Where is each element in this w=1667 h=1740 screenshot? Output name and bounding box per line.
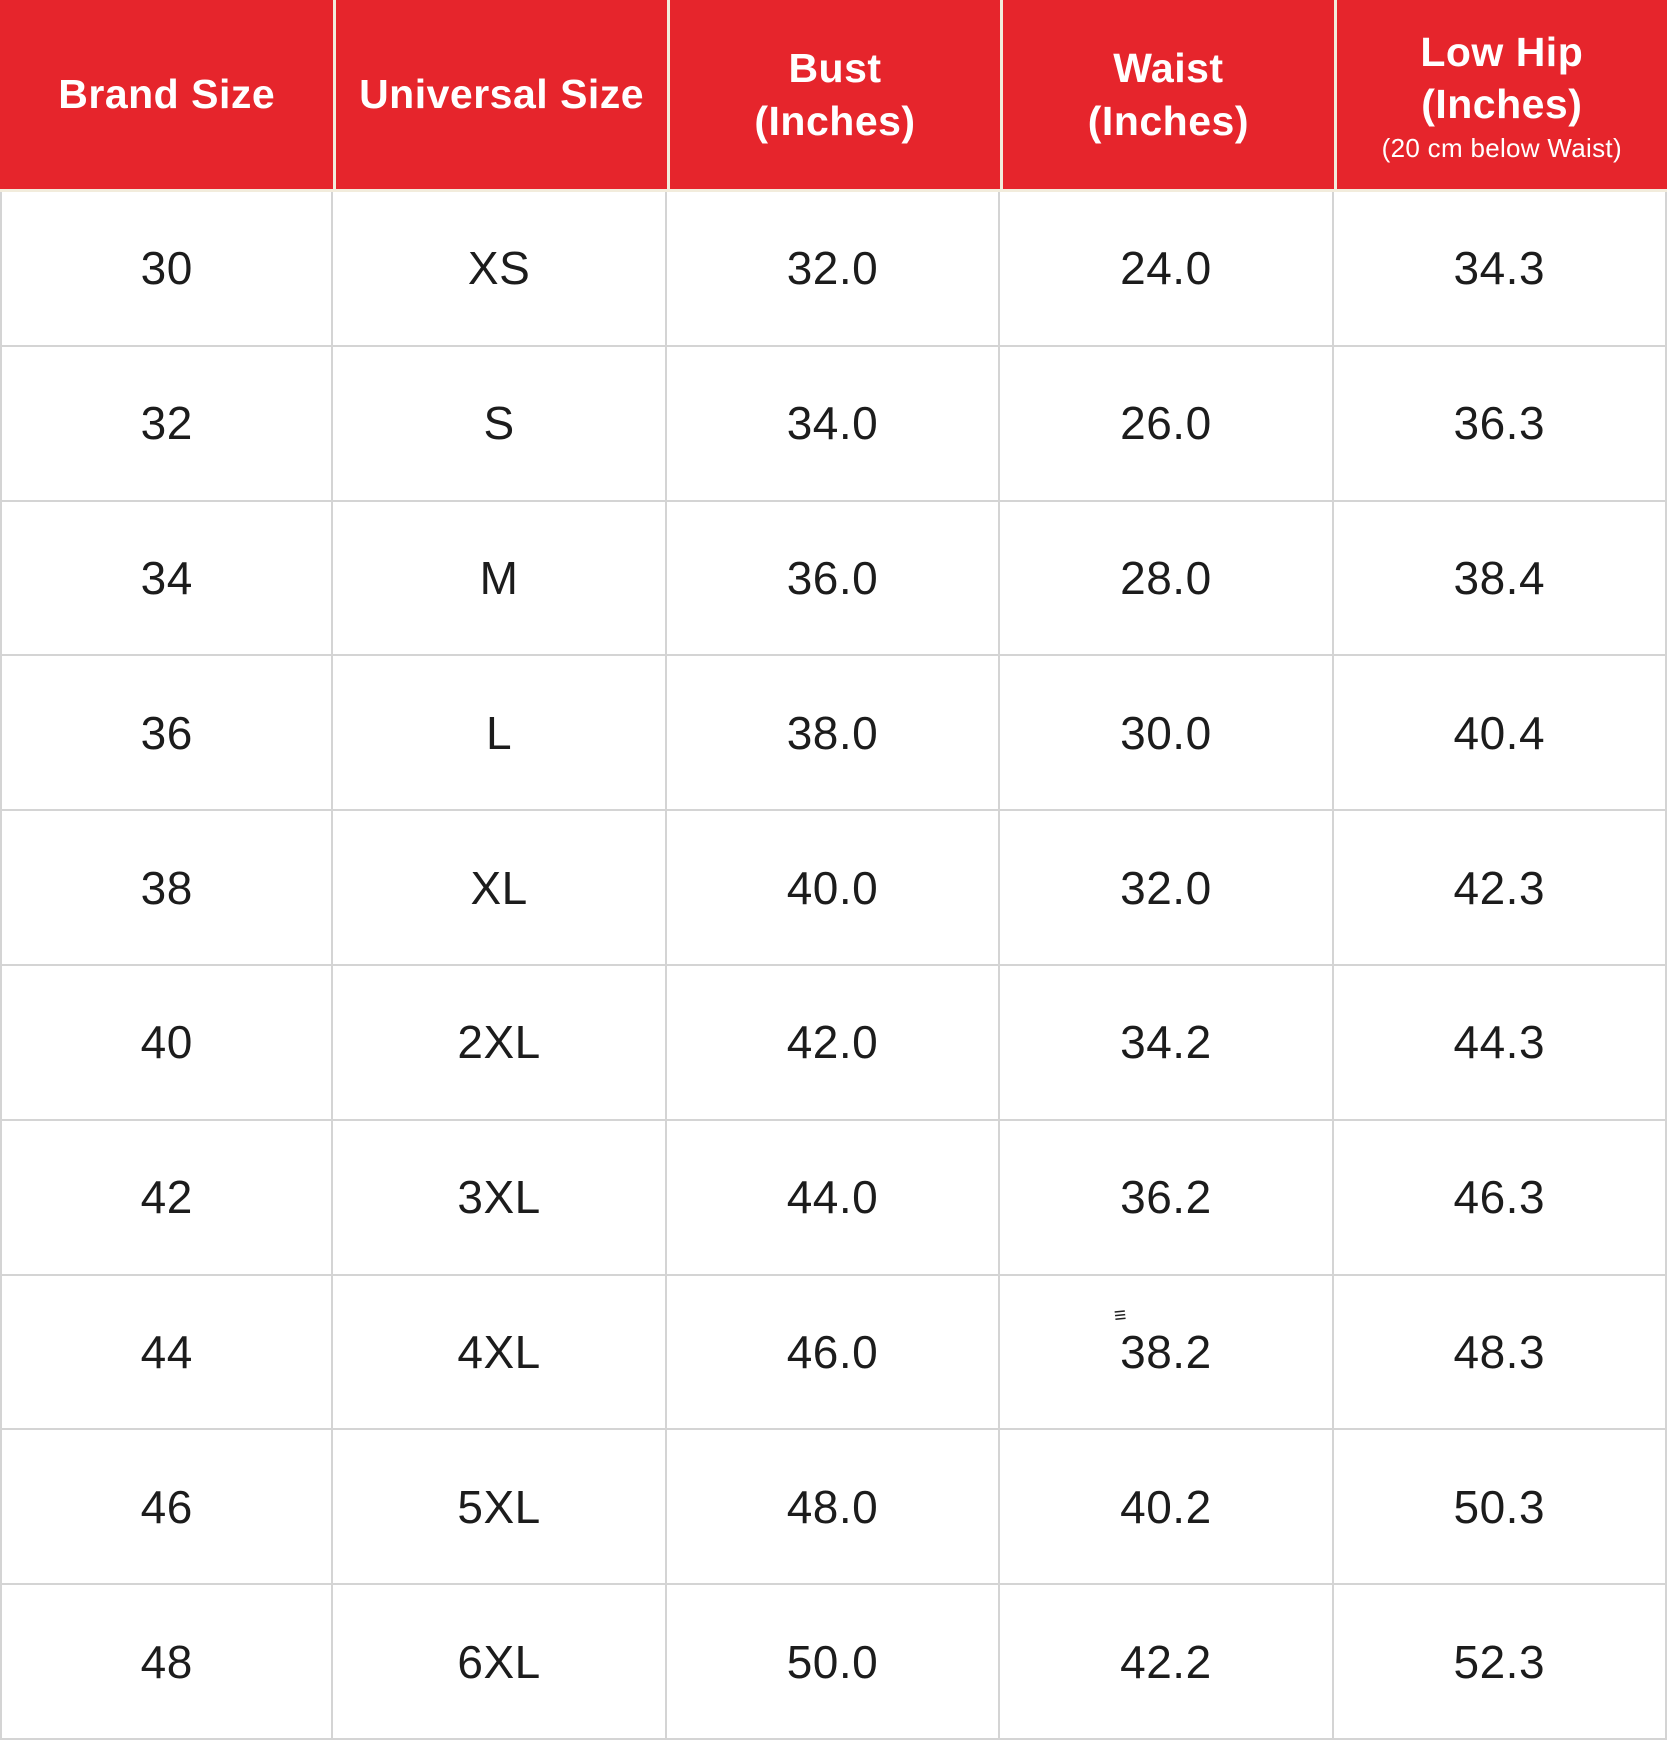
header-cell-waist: Waist (Inches) [1000, 0, 1333, 189]
table-cell: 48.0 [666, 1430, 1001, 1586]
table-row: 48 6XL 50.0 42.2 52.3 [0, 1585, 1667, 1740]
table-cell: 36.3 [1333, 346, 1667, 502]
table-cell: ≡ 38.2 [1000, 1275, 1334, 1431]
table-cell: 36 [0, 656, 334, 812]
table-cell: 24.0 [1000, 192, 1334, 347]
header-label: (Inches) [754, 97, 916, 144]
table-cell: 34.2 [1000, 966, 1334, 1121]
header-label: Waist [1113, 45, 1224, 92]
header-label: Bust [788, 45, 882, 92]
table-cell: 2XL [333, 966, 667, 1121]
table-cell: 44.0 [666, 1120, 1001, 1276]
table-cell: 48.3 [1333, 1275, 1667, 1431]
table-cell: 52.3 [1333, 1585, 1667, 1740]
table-cell: 32 [0, 346, 334, 502]
table-row: 46 5XL 48.0 40.2 50.3 [0, 1430, 1667, 1586]
table-cell: 40.0 [666, 811, 1001, 966]
table-cell: 32.0 [1000, 811, 1334, 966]
table-cell: 50.3 [1333, 1430, 1667, 1586]
table-cell: 6XL [333, 1585, 667, 1740]
header-label: (Inches) [1087, 97, 1249, 144]
table-cell: 34.3 [1333, 192, 1667, 347]
table-row: 38 XL 40.0 32.0 42.3 [0, 811, 1667, 966]
table-row: 34 M 36.0 28.0 38.4 [0, 501, 1667, 657]
table-cell: 44 [0, 1275, 334, 1431]
table-cell: 38.4 [1333, 501, 1667, 657]
table-header-row: Brand Size Universal Size Bust (Inches) … [0, 0, 1667, 192]
table-cell: 38 [0, 811, 334, 966]
table-row: 36 L 38.0 30.0 40.4 [0, 656, 1667, 812]
header-label: Brand Size [58, 71, 276, 118]
table-cell-value: ≡ 38.2 [1112, 1303, 1212, 1378]
table-cell: 30.0 [1000, 656, 1334, 812]
stray-mark: ≡ [1112, 1303, 1129, 1328]
table-cell: 42.2 [1000, 1585, 1334, 1740]
table-cell: 46.0 [666, 1275, 1001, 1431]
header-cell-brand-size: Brand Size [0, 0, 333, 189]
table-cell: 34 [0, 501, 334, 657]
table-cell: 4XL [333, 1275, 667, 1431]
table-row: 30 XS 32.0 24.0 34.3 [0, 192, 1667, 347]
table-cell: 42 [0, 1120, 334, 1276]
table-cell: M [333, 501, 667, 657]
table-cell: 26.0 [1000, 346, 1334, 502]
table-cell: 42.0 [666, 966, 1001, 1121]
table-cell: S [333, 346, 667, 502]
header-sublabel: (20 cm below Waist) [1381, 132, 1622, 163]
table-cell: 40 [0, 966, 334, 1121]
table-cell: 38.0 [666, 656, 1001, 812]
table-row: 40 2XL 42.0 34.2 44.3 [0, 966, 1667, 1121]
table-cell: 42.3 [1333, 811, 1667, 966]
table-cell: 40.4 [1333, 656, 1667, 812]
table-cell: 46 [0, 1430, 334, 1586]
header-label: Universal Size [359, 71, 645, 118]
table-cell: 32.0 [666, 192, 1001, 347]
table-cell: 3XL [333, 1120, 667, 1276]
table-cell: 36.0 [666, 501, 1001, 657]
table-body: 30 XS 32.0 24.0 34.3 32 S 34.0 26.0 36.3 34 M 36.0 28… [0, 192, 1667, 1740]
header-cell-low-hip: Low Hip (Inches) (20 cm below Waist) [1333, 0, 1667, 189]
table-cell: 28.0 [1000, 501, 1334, 657]
table-cell: XL [333, 811, 667, 966]
table-cell: 34.0 [666, 346, 1001, 502]
table-cell: 5XL [333, 1430, 667, 1586]
table-cell: 50.0 [666, 1585, 1001, 1740]
table-cell: XS [333, 192, 667, 347]
table-cell: 36.2 [1000, 1120, 1334, 1276]
table-cell: L [333, 656, 667, 812]
table-cell: 46.3 [1333, 1120, 1667, 1276]
table-row: 44 4XL 46.0 ≡ 38.2 48.3 [0, 1275, 1667, 1431]
header-label: Low Hip [1420, 28, 1584, 75]
header-cell-bust: Bust (Inches) [666, 0, 1000, 189]
header-label: (Inches) [1421, 81, 1583, 128]
table-cell: 44.3 [1333, 966, 1667, 1121]
table-cell: 40.2 [1000, 1430, 1334, 1586]
table-row: 42 3XL 44.0 36.2 46.3 [0, 1120, 1667, 1276]
table-row: 32 S 34.0 26.0 36.3 [0, 346, 1667, 502]
header-cell-universal-size: Universal Size [333, 0, 666, 189]
table-cell: 30 [0, 192, 334, 347]
table-cell: 48 [0, 1585, 334, 1740]
